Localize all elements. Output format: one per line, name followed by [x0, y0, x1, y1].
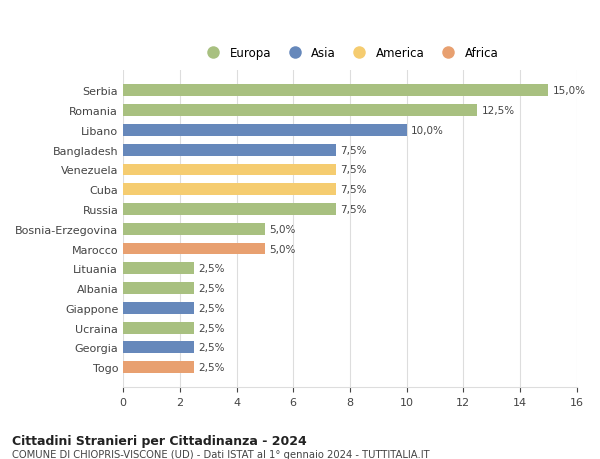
Bar: [123, 341, 194, 353]
Text: 5,0%: 5,0%: [269, 224, 295, 234]
Text: 7,5%: 7,5%: [340, 165, 367, 175]
Bar: [123, 243, 265, 255]
Text: 7,5%: 7,5%: [340, 146, 367, 156]
Text: 2,5%: 2,5%: [198, 303, 225, 313]
Text: COMUNE DI CHIOPRIS-VISCONE (UD) - Dati ISTAT al 1° gennaio 2024 - TUTTITALIA.IT: COMUNE DI CHIOPRIS-VISCONE (UD) - Dati I…: [12, 449, 430, 459]
Bar: [123, 224, 265, 235]
Text: 7,5%: 7,5%: [340, 205, 367, 214]
Bar: [123, 283, 194, 294]
Text: 10,0%: 10,0%: [411, 126, 444, 136]
Text: 15,0%: 15,0%: [553, 86, 586, 96]
Bar: [123, 164, 336, 176]
Text: 2,5%: 2,5%: [198, 342, 225, 353]
Text: 2,5%: 2,5%: [198, 362, 225, 372]
Bar: [123, 145, 336, 157]
Text: 12,5%: 12,5%: [482, 106, 515, 116]
Text: 5,0%: 5,0%: [269, 244, 295, 254]
Legend: Europa, Asia, America, Africa: Europa, Asia, America, Africa: [196, 42, 503, 64]
Bar: [123, 322, 194, 334]
Bar: [123, 302, 194, 314]
Bar: [123, 361, 194, 373]
Text: 2,5%: 2,5%: [198, 284, 225, 293]
Text: Cittadini Stranieri per Cittadinanza - 2024: Cittadini Stranieri per Cittadinanza - 2…: [12, 434, 307, 447]
Text: 2,5%: 2,5%: [198, 264, 225, 274]
Text: 7,5%: 7,5%: [340, 185, 367, 195]
Text: 2,5%: 2,5%: [198, 323, 225, 333]
Bar: [123, 85, 548, 97]
Bar: [123, 125, 407, 137]
Bar: [123, 105, 478, 117]
Bar: [123, 184, 336, 196]
Bar: [123, 263, 194, 274]
Bar: [123, 204, 336, 215]
